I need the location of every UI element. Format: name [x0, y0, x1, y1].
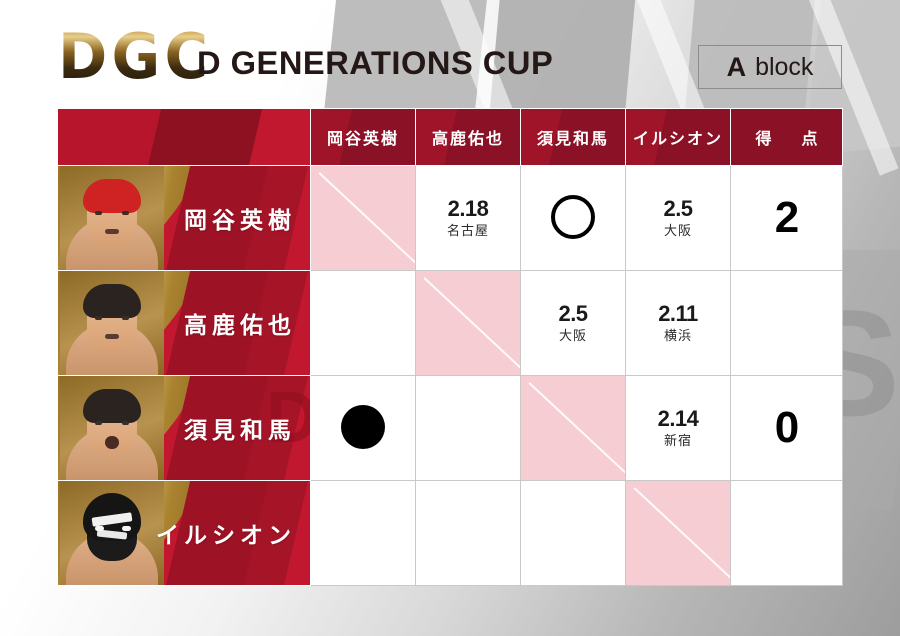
match-cell[interactable]	[310, 375, 416, 481]
match-date: 2.5	[663, 196, 693, 221]
empty-cell	[310, 480, 416, 586]
match-date: 2.5	[558, 301, 588, 326]
background-letter: D	[266, 382, 310, 454]
self-cell	[415, 270, 521, 376]
wrestler-name-label: 高鹿佑也	[184, 312, 296, 338]
header-label-opponent-4: イルシオン	[632, 131, 723, 148]
match-date: 2.11	[658, 301, 698, 326]
header-cell-points: 得 点	[730, 108, 843, 166]
match-venue: 大阪	[558, 328, 587, 343]
wrestler-name-label: 須見和馬	[184, 417, 296, 443]
wrestler-photo	[60, 271, 164, 375]
standings-table: 岡谷英樹 高鹿佑也 須見和馬 イルシオン 得 点	[57, 108, 843, 586]
block-badge: A block	[698, 45, 842, 89]
wrestler-name-label: 岡谷英樹	[184, 207, 296, 233]
empty-cell	[310, 270, 416, 376]
header-label-opponent-3: 須見和馬	[536, 131, 609, 148]
header-label-opponent-1: 岡谷英樹	[326, 131, 399, 148]
match-cell[interactable]: 2.14 新宿	[625, 375, 731, 481]
header-label-points: 得 点	[755, 131, 825, 148]
wrestler-name-cell[interactable]: 岡谷英樹	[57, 165, 311, 271]
wrestler-name-cell[interactable]: 高鹿佑也	[57, 270, 311, 376]
table-header-row: 岡谷英樹 高鹿佑也 須見和馬 イルシオン 得 点	[57, 108, 843, 166]
empty-cell	[415, 375, 521, 481]
win-circle-icon	[551, 194, 595, 239]
table-row: イルシオン	[57, 480, 843, 586]
wrestler-photo	[60, 481, 164, 585]
empty-cell	[520, 480, 626, 586]
match-venue: 横浜	[663, 328, 692, 343]
table-row: D 須見和馬	[57, 375, 843, 481]
header-cell-opponent-1: 岡谷英樹	[310, 108, 416, 166]
loss-circle-icon	[341, 404, 385, 449]
wrestler-name-cell[interactable]: D 須見和馬	[57, 375, 311, 481]
page-header: DGC D GENERATIONS CUP A block	[0, 0, 900, 108]
match-cell[interactable]: 2.5 大阪	[520, 270, 626, 376]
self-cell	[310, 165, 416, 271]
match-cell[interactable]: 2.5 大阪	[625, 165, 731, 271]
match-date: 2.14	[657, 406, 699, 431]
header-cell-opponent-2: 高鹿佑也	[415, 108, 521, 166]
match-venue: 大阪	[663, 223, 692, 238]
points-cell: 0	[730, 375, 843, 481]
block-word: block	[755, 52, 814, 81]
match-cell[interactable]: 2.18 名古屋	[415, 165, 521, 271]
points-cell	[730, 270, 843, 376]
header-label-opponent-2: 高鹿佑也	[431, 131, 504, 148]
header-cell-opponent-3: 須見和馬	[520, 108, 626, 166]
wrestler-photo	[60, 376, 164, 480]
wrestler-photo	[60, 166, 164, 270]
wrestler-name-label: イルシオン	[156, 522, 296, 548]
dgc-logo: DGC	[58, 21, 213, 94]
table-row: 高鹿佑也 2.5 大阪 2.11 横浜	[57, 270, 843, 376]
self-cell	[520, 375, 626, 481]
points-cell: 2	[730, 165, 843, 271]
header-cell-opponent-4: イルシオン	[625, 108, 731, 166]
match-venue: 新宿	[663, 433, 692, 448]
header-cell-name	[57, 108, 311, 166]
wrestler-name-cell[interactable]: イルシオン	[57, 480, 311, 586]
table-row: 岡谷英樹 2.18 名古屋 2.5 大阪 2	[57, 165, 843, 271]
match-venue: 名古屋	[446, 223, 489, 238]
self-cell	[625, 480, 731, 586]
match-date: 2.18	[447, 196, 489, 221]
points-cell	[730, 480, 843, 586]
empty-cell	[415, 480, 521, 586]
match-cell[interactable]	[520, 165, 626, 271]
block-letter: A	[726, 51, 747, 82]
match-cell[interactable]: 2.11 横浜	[625, 270, 731, 376]
page-title: D GENERATIONS CUP	[197, 45, 554, 81]
